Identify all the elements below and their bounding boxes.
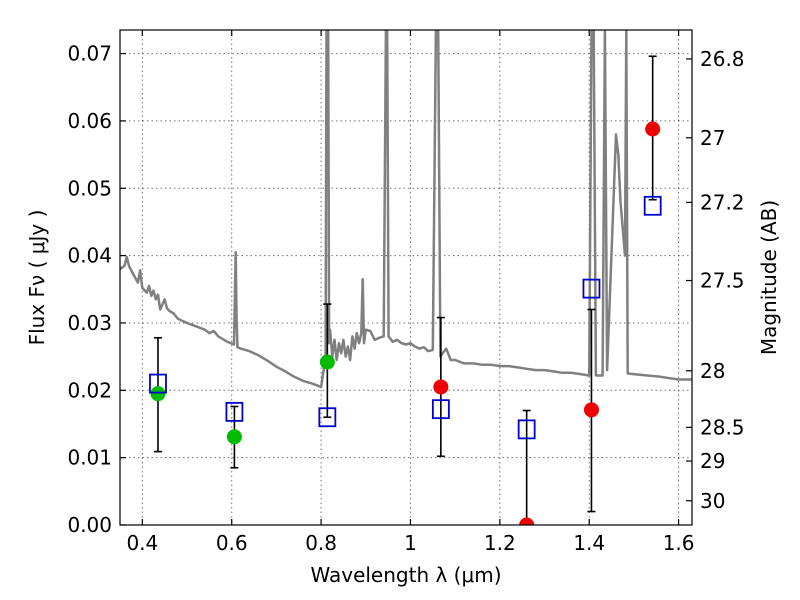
y-tick-label: 0.00 bbox=[67, 513, 112, 537]
y-tick-label: 0.04 bbox=[67, 244, 112, 268]
model-square-marker bbox=[431, 399, 450, 420]
y-axis-label-right: Magnitude (AB) bbox=[757, 200, 781, 355]
y-tick-label: 0.07 bbox=[67, 42, 112, 66]
y-axis-label-left: Flux Fν ( μJy ) bbox=[25, 210, 49, 346]
x-tick-label: 1.2 bbox=[484, 531, 516, 555]
x-tick-label: 1.6 bbox=[663, 531, 695, 555]
model-square-marker bbox=[643, 195, 662, 216]
model-square-marker bbox=[318, 407, 337, 428]
observed-green-marker bbox=[319, 354, 335, 370]
y-tick-label: 0.05 bbox=[67, 176, 112, 200]
model-square-marker bbox=[225, 401, 244, 422]
y-tick-label: 0.03 bbox=[67, 311, 112, 335]
model-square-marker bbox=[517, 419, 536, 440]
x-tick-label: 0.4 bbox=[126, 531, 158, 555]
observed-red-marker bbox=[519, 517, 535, 525]
y-tick-label: 0.02 bbox=[67, 378, 112, 402]
y-tick-label: 0.01 bbox=[67, 446, 112, 470]
mag-tick-label: 28.5 bbox=[700, 415, 745, 439]
observed-red-marker bbox=[645, 121, 661, 137]
grid-lines bbox=[120, 30, 692, 526]
model-sed-line bbox=[120, 30, 692, 389]
mag-tick-label: 30 bbox=[700, 489, 725, 513]
observed-green-marker bbox=[150, 386, 166, 402]
model-square-marker bbox=[149, 373, 167, 394]
x-tick-label: 0.6 bbox=[216, 531, 248, 555]
mag-tick-label: 27.2 bbox=[700, 190, 745, 214]
mag-tick-label: 28 bbox=[700, 359, 725, 383]
observed-red-marker bbox=[583, 402, 599, 418]
x-tick-label: 1 bbox=[404, 531, 417, 555]
mag-tick-label: 26.8 bbox=[700, 47, 745, 71]
mag-tick-label: 27 bbox=[700, 126, 725, 150]
x-axis-label: Wavelength λ (μm) bbox=[310, 563, 501, 587]
axis-ticks: 0.4 0.6 0.8 1 1.2 1.4 1.6 0.00 0.01 0.02 0.03 0.04 0… bbox=[67, 30, 745, 555]
mag-tick-label: 27.5 bbox=[700, 269, 745, 293]
plot-area bbox=[120, 30, 692, 525]
mag-tick-label: 29 bbox=[700, 449, 725, 473]
model-square-marker bbox=[582, 278, 601, 299]
observed-red-marker bbox=[433, 379, 449, 395]
observed-green-marker bbox=[226, 429, 242, 445]
x-tick-label: 0.8 bbox=[305, 531, 337, 555]
y-tick-label: 0.06 bbox=[67, 109, 112, 133]
plot-frame bbox=[119, 29, 693, 526]
x-tick-label: 1.4 bbox=[573, 531, 605, 555]
